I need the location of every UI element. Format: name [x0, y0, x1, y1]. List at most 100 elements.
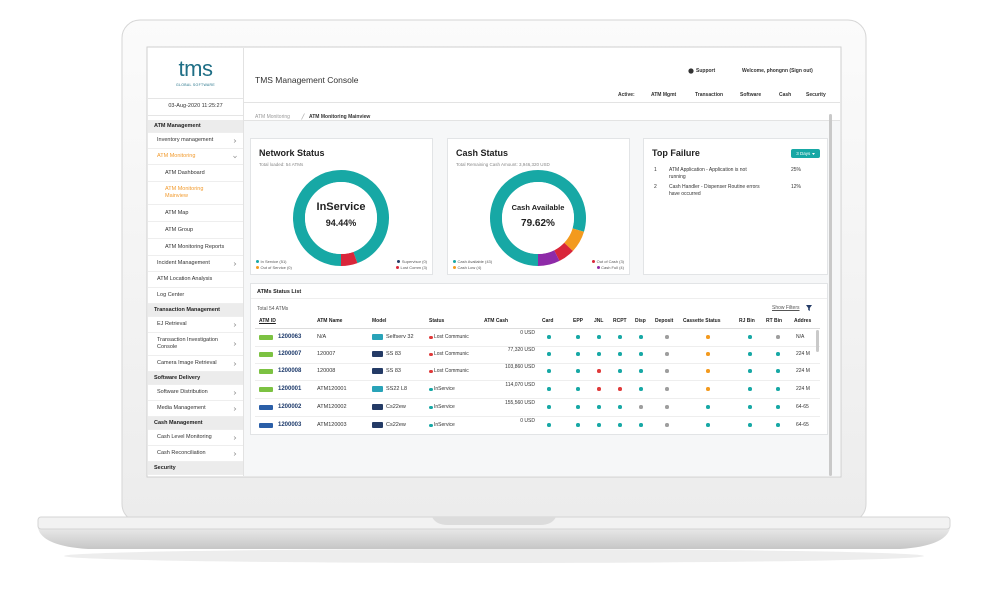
chevron: [233, 390, 237, 395]
menu-item[interactable]: Camera Image Retrieval: [148, 356, 243, 372]
column-header[interactable]: RJ Bin: [739, 318, 755, 324]
menu-item[interactable]: Incident Management: [148, 256, 243, 272]
status-dot: [429, 405, 433, 409]
menu-label[interactable]: ATM Monitoring Reports: [165, 243, 225, 250]
menu-label[interactable]: ATM Map: [165, 209, 189, 216]
menu-label[interactable]: ATM Location Analysis: [157, 276, 213, 282]
atm-id[interactable]: 1200063: [278, 333, 302, 340]
support-link[interactable]: Support: [696, 68, 716, 74]
atm-id[interactable]: 1200007: [278, 350, 302, 357]
chevron-line: [233, 361, 237, 366]
device-status-dot: [618, 335, 622, 339]
column-header[interactable]: Model: [372, 318, 387, 324]
column-header[interactable]: Deposit: [655, 318, 674, 324]
show-filters[interactable]: Show Filters: [772, 305, 800, 311]
menu-sub[interactable]: ATM Map: [148, 205, 243, 222]
donut-value: 94.44%: [326, 218, 357, 228]
column-header[interactable]: Status: [429, 318, 445, 324]
atm-id[interactable]: 1200002: [278, 403, 302, 410]
menu-item[interactable]: Inventory management: [148, 133, 243, 149]
nav-item[interactable]: Security: [806, 92, 826, 98]
donut-segment: [293, 170, 389, 266]
menu-label: Cash Management: [154, 419, 203, 426]
menu-label[interactable]: Transaction Investigation Console: [157, 337, 218, 350]
column-header[interactable]: JNL: [594, 318, 604, 324]
column-header[interactable]: Addres: [794, 318, 812, 324]
menu-label[interactable]: ATM Group: [165, 226, 194, 233]
menu-item[interactable]: Cash Level Monitoring: [148, 430, 243, 446]
shadow: [64, 549, 924, 563]
column-header[interactable]: Card: [542, 318, 554, 324]
device-status-dot: [597, 352, 601, 356]
donut-value: 79.62%: [521, 218, 555, 229]
menu-item[interactable]: ATM Location Analysis: [148, 272, 243, 288]
column-header[interactable]: RT Bin: [766, 318, 783, 324]
menu-section: ATM Management: [148, 120, 243, 133]
menu-item[interactable]: Transaction Investigation Console: [148, 333, 243, 356]
device-status-dot: [665, 405, 669, 409]
menu-label[interactable]: Incident Management: [157, 260, 210, 266]
card-title: Network Status: [259, 148, 325, 158]
chevron-line: [233, 261, 237, 266]
menu-label[interactable]: EJ Retrieval: [157, 321, 187, 327]
atm-id[interactable]: 1200003: [278, 421, 302, 428]
menu-label[interactable]: Camera Image Retrieval: [157, 360, 217, 366]
menu-item[interactable]: ATM Monitoring: [148, 149, 243, 165]
device-status-dot: [776, 335, 780, 339]
menu-item[interactable]: EJ Retrieval: [148, 317, 243, 333]
menu-label[interactable]: ATM Monitoring Mainview: [165, 186, 204, 199]
nav-item[interactable]: ATM Mgmt: [651, 92, 677, 98]
menu-sub[interactable]: ATM Monitoring Reports: [148, 239, 243, 256]
menu-label[interactable]: ATM Dashboard: [165, 169, 205, 176]
menu-item[interactable]: Cash Reconciliation: [148, 446, 243, 462]
menu-sub[interactable]: ATM Monitoring Mainview: [148, 182, 243, 205]
device-status-dot: [776, 352, 780, 356]
nav-item[interactable]: Transaction: [695, 92, 724, 98]
nav-item[interactable]: Software: [740, 92, 762, 98]
scrollbar[interactable]: [829, 114, 832, 476]
column-header[interactable]: ATM Name: [317, 318, 343, 324]
model: SS22 L8: [386, 385, 408, 392]
welcome[interactable]: Welcome, phongnn (Sign out): [742, 68, 813, 74]
menu: ATM Management Inventory management ATM Mo…: [148, 120, 243, 475]
legend-label: Lost Comm (3): [400, 264, 427, 270]
menu-label[interactable]: Log Center: [157, 292, 185, 298]
atm-name: ATM120003: [317, 421, 347, 428]
base-lower: [38, 528, 950, 549]
device-status-dot: [547, 387, 551, 391]
legend-label: Cash Low (4): [457, 264, 482, 270]
id-badge: [259, 386, 273, 392]
column-header[interactable]: EPP: [573, 318, 584, 324]
menu-sub[interactable]: ATM Dashboard: [148, 165, 243, 182]
legend-label: Out of Service (0): [260, 264, 292, 270]
menu-section: Transaction Management: [148, 304, 243, 317]
menu-label[interactable]: Cash Level Monitoring: [157, 434, 212, 440]
atm-id[interactable]: 1200001: [278, 385, 302, 392]
breadcrumb-link[interactable]: ATM Monitoring: [255, 114, 290, 120]
device-status-dot: [576, 405, 580, 409]
device-status-dot: [776, 405, 780, 409]
column-header[interactable]: ATM Cash: [484, 318, 509, 324]
menu-item[interactable]: Software Distribution: [148, 385, 243, 401]
table-scrollbar[interactable]: [816, 330, 819, 352]
menu-label[interactable]: Media Management: [157, 405, 206, 411]
menu-sub[interactable]: ATM Group: [148, 222, 243, 239]
menu-label[interactable]: Inventory management: [157, 137, 214, 143]
period-label[interactable]: 3 Days: [796, 151, 811, 156]
menu-item[interactable]: Log Center: [148, 288, 243, 304]
column-header[interactable]: Cassette Status: [683, 318, 721, 324]
menu-item[interactable]: Media Management: [148, 401, 243, 417]
notch: [432, 517, 556, 525]
column-header[interactable]: ATM ID: [259, 318, 276, 324]
legend-item: Out of Service (0): [256, 265, 292, 270]
atm-id[interactable]: 1200008: [278, 367, 302, 374]
column-header[interactable]: Disp: [635, 318, 646, 324]
donut-segment: [537, 250, 560, 266]
menu-label[interactable]: ATM Monitoring: [157, 153, 196, 159]
period-dropdown[interactable]: 3 Days: [791, 149, 820, 158]
donut: Cash Available 79.62%: [490, 170, 586, 266]
nav-item[interactable]: Cash: [779, 92, 792, 98]
menu-label[interactable]: Software Distribution: [157, 389, 208, 395]
column-header[interactable]: RCPT: [613, 318, 627, 324]
menu-label[interactable]: Cash Reconciliation: [157, 450, 206, 456]
